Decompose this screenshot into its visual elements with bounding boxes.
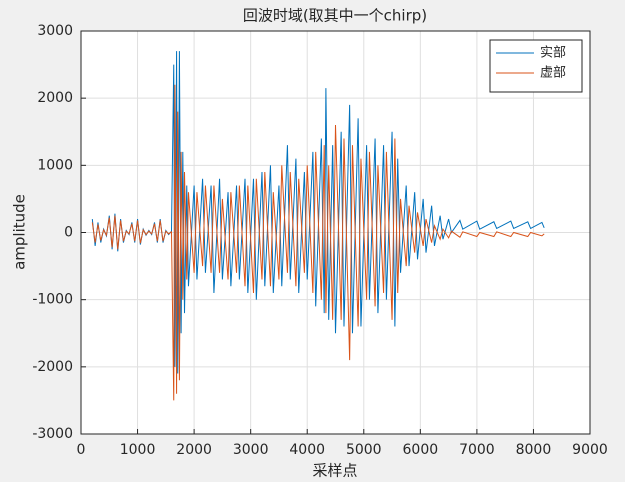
x-tick-label: 1000: [120, 442, 156, 458]
legend-box: [489, 39, 583, 93]
x-axis-label: 采样点: [312, 462, 357, 480]
x-tick-label: 7000: [459, 442, 495, 458]
legend-label: 实部: [540, 46, 566, 61]
y-tick-label: 2000: [37, 90, 73, 106]
x-tick-label: 2000: [176, 442, 212, 458]
chart-title: 回波时域(取其中一个chirp): [243, 7, 427, 25]
x-tick-label: 4000: [289, 442, 325, 458]
y-tick-label: -2000: [32, 359, 73, 375]
y-tick-label: 1000: [37, 157, 73, 173]
y-axis-label: amplitude: [11, 194, 29, 270]
x-tick-label: 8000: [516, 442, 552, 458]
legend-label: 虚部: [540, 66, 566, 81]
y-tick-label: 0: [64, 225, 73, 241]
x-tick-label: 3000: [233, 442, 269, 458]
x-tick-label: 5000: [346, 442, 382, 458]
ticks: 0 1000 2000 3000 4000 5000 6000 7000 8000 9000 -30…: [32, 23, 608, 458]
y-tick-label: -1000: [32, 292, 73, 308]
y-tick-label: 3000: [37, 23, 73, 39]
y-tick-label: -3000: [32, 426, 73, 442]
x-tick-label: 0: [77, 442, 86, 458]
x-tick-label: 6000: [403, 442, 439, 458]
lines: [91, 51, 545, 401]
series-line: [91, 84, 545, 401]
x-tick-label: 9000: [572, 442, 608, 458]
